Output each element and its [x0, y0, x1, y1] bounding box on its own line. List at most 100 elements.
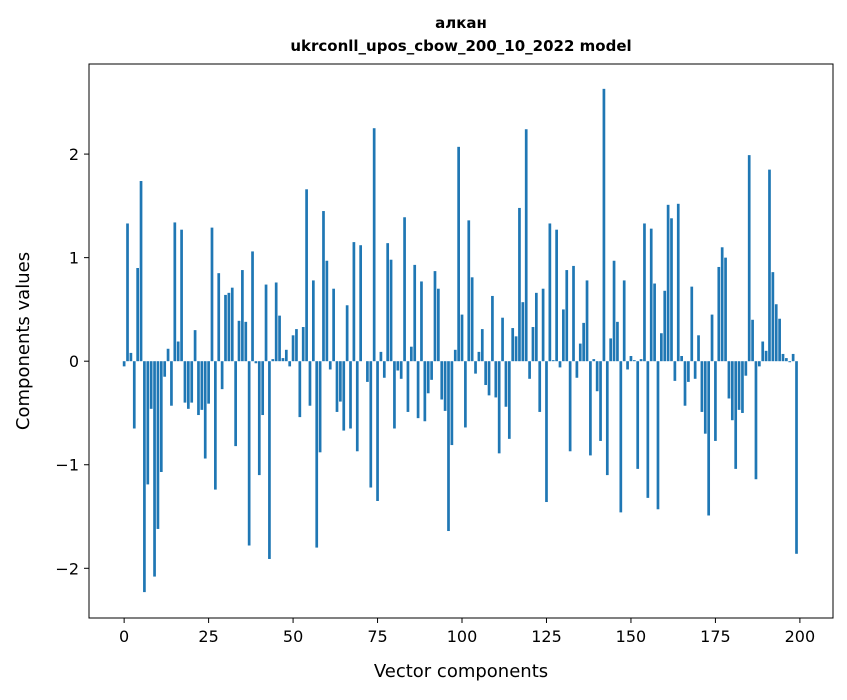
- bar-2: [130, 353, 133, 361]
- bar-25: [207, 361, 210, 403]
- x-tick-label: 200: [785, 627, 816, 646]
- bar-78: [386, 243, 389, 361]
- bar-5: [140, 181, 143, 361]
- bar-197: [788, 361, 791, 362]
- bar-127: [552, 360, 555, 361]
- bar-122: [535, 293, 538, 361]
- bar-4: [136, 268, 139, 361]
- bar-113: [505, 361, 508, 407]
- bar-7: [146, 361, 149, 484]
- bar-51: [295, 329, 298, 361]
- bar-116: [515, 336, 518, 361]
- bar-192: [772, 272, 775, 361]
- bar-99: [457, 147, 460, 361]
- bar-142: [603, 89, 606, 361]
- bar-134: [576, 361, 579, 378]
- bar-112: [501, 318, 504, 361]
- bar-155: [646, 361, 649, 498]
- bars-group: [123, 89, 798, 592]
- bar-104: [474, 361, 477, 373]
- bar-33: [234, 361, 237, 446]
- bar-136: [582, 323, 585, 361]
- bar-103: [471, 277, 474, 361]
- bar-64: [339, 361, 342, 401]
- bar-21: [194, 330, 197, 361]
- bar-3: [133, 361, 136, 428]
- bar-17: [180, 230, 183, 362]
- bar-156: [650, 229, 653, 362]
- bar-174: [711, 315, 714, 362]
- bar-89: [423, 361, 426, 421]
- bar-46: [278, 316, 281, 362]
- bar-107: [484, 361, 487, 385]
- bar-167: [687, 361, 690, 382]
- bar-69: [356, 361, 359, 451]
- bar-37: [248, 361, 251, 545]
- bar-135: [579, 344, 582, 362]
- bar-61: [329, 361, 332, 369]
- bar-43: [268, 361, 271, 559]
- bar-76: [380, 352, 383, 361]
- bar-87: [417, 361, 420, 418]
- bar-40: [258, 361, 261, 475]
- x-tick-label: 50: [283, 627, 303, 646]
- bar-84: [407, 361, 410, 412]
- bar-115: [511, 328, 514, 361]
- bar-88: [420, 281, 423, 361]
- bar-198: [792, 354, 795, 361]
- bar-181: [734, 361, 737, 469]
- bar-158: [657, 361, 660, 509]
- bar-143: [606, 361, 609, 475]
- bar-101: [464, 361, 467, 427]
- bar-9: [153, 361, 156, 576]
- bar-62: [332, 289, 335, 361]
- bar-1: [126, 223, 129, 361]
- bar-165: [680, 356, 683, 361]
- bar-82: [400, 361, 403, 379]
- bar-131: [565, 270, 568, 361]
- bar-83: [403, 217, 406, 361]
- x-tick-label: 75: [367, 627, 387, 646]
- bar-27: [214, 361, 217, 489]
- bar-114: [508, 361, 511, 439]
- bar-38: [251, 251, 254, 361]
- bar-22: [197, 361, 200, 415]
- bar-189: [761, 342, 764, 362]
- bar-53: [302, 327, 305, 361]
- bar-160: [663, 291, 666, 361]
- bar-119: [525, 129, 528, 361]
- bar-14: [170, 361, 173, 406]
- chart-title: алкан: [435, 14, 487, 32]
- x-tick-label: 150: [616, 627, 647, 646]
- bar-16: [177, 342, 180, 362]
- bar-166: [684, 361, 687, 406]
- bar-42: [265, 285, 268, 362]
- bar-138: [589, 361, 592, 455]
- bar-97: [451, 361, 454, 445]
- bar-58: [319, 361, 322, 452]
- y-tick-label: 1: [69, 249, 79, 268]
- bar-132: [569, 361, 572, 451]
- bar-171: [701, 361, 704, 412]
- bar-146: [616, 322, 619, 361]
- bar-149: [626, 361, 629, 369]
- bar-92: [434, 271, 437, 361]
- bar-194: [778, 319, 781, 361]
- bar-123: [538, 361, 541, 412]
- bar-50: [292, 335, 295, 361]
- bar-15: [173, 222, 176, 361]
- bar-150: [630, 356, 633, 361]
- bar-190: [765, 351, 768, 361]
- bar-26: [211, 228, 214, 362]
- bar-191: [768, 170, 771, 362]
- bar-48: [285, 350, 288, 361]
- bar-41: [261, 361, 264, 415]
- bar-79: [390, 260, 393, 361]
- bar-28: [217, 273, 220, 361]
- bar-45: [275, 282, 278, 361]
- bar-124: [542, 289, 545, 361]
- bar-72: [366, 361, 369, 382]
